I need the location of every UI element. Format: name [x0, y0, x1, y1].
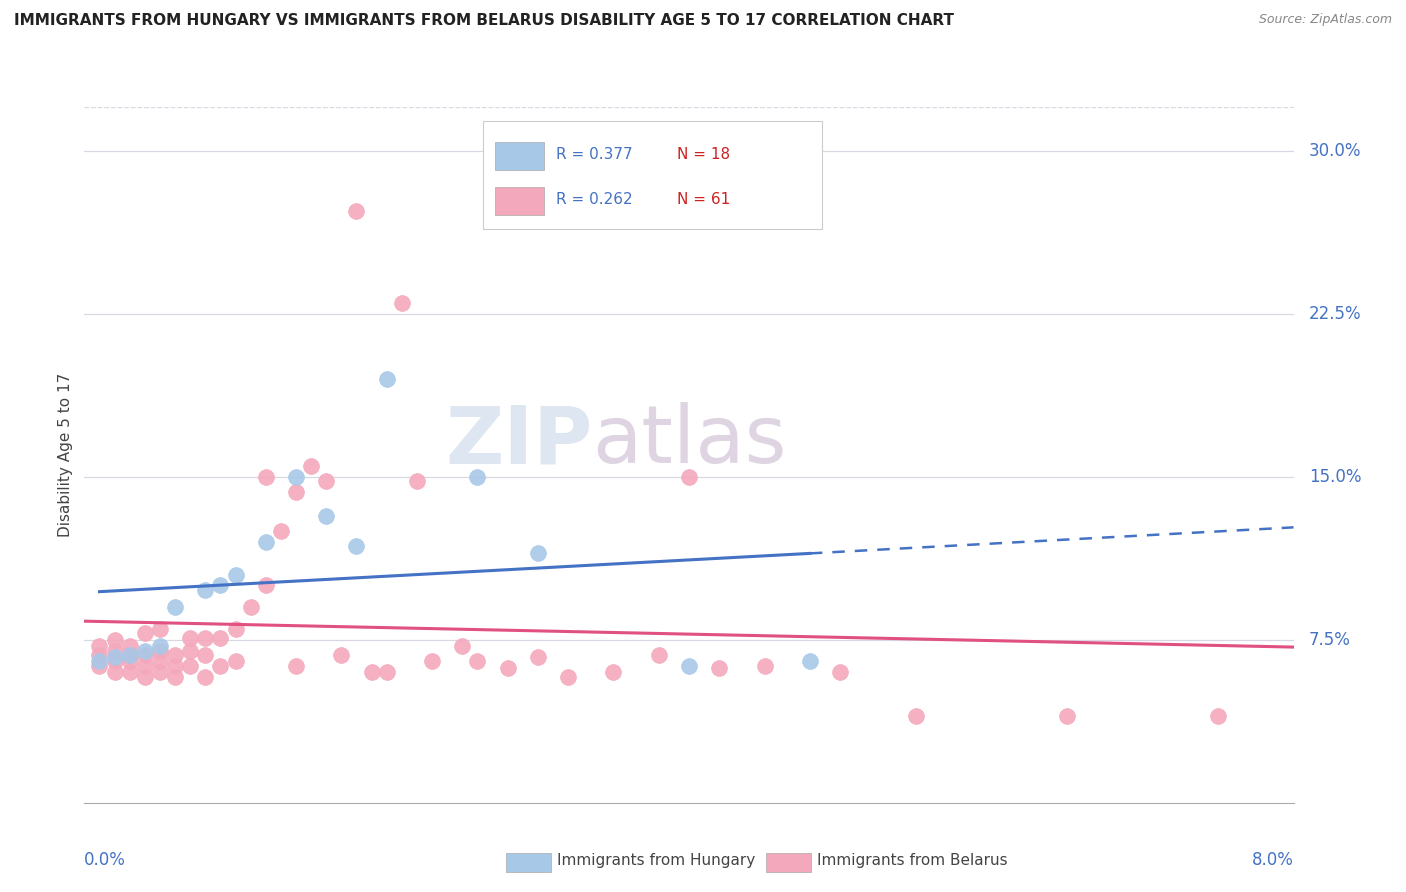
Point	[134, 658, 156, 673]
Point	[225, 622, 247, 636]
Point	[391, 295, 413, 310]
Point	[330, 648, 353, 662]
Point	[799, 655, 821, 669]
Point	[165, 658, 187, 673]
Point	[299, 458, 322, 473]
Point	[678, 658, 700, 673]
Point	[375, 372, 398, 386]
Text: R = 0.377: R = 0.377	[555, 147, 633, 161]
Point	[527, 650, 550, 665]
Point	[284, 484, 308, 499]
Point	[209, 631, 232, 645]
Text: atlas: atlas	[592, 402, 786, 480]
Point	[194, 631, 217, 645]
Point	[360, 665, 382, 680]
Text: Immigrants from Hungary: Immigrants from Hungary	[557, 854, 755, 868]
Point	[225, 655, 247, 669]
Point	[149, 643, 172, 657]
Point	[89, 648, 111, 662]
Point	[647, 648, 671, 662]
Point	[406, 474, 429, 488]
Point	[134, 626, 156, 640]
Text: 7.5%: 7.5%	[1309, 631, 1351, 648]
Point	[194, 582, 217, 597]
Point	[375, 665, 398, 680]
Point	[104, 650, 127, 665]
Text: IMMIGRANTS FROM HUNGARY VS IMMIGRANTS FROM BELARUS DISABILITY AGE 5 TO 17 CORREL: IMMIGRANTS FROM HUNGARY VS IMMIGRANTS FR…	[14, 13, 955, 29]
Point	[179, 658, 201, 673]
Point	[284, 469, 308, 483]
Text: 8.0%: 8.0%	[1251, 851, 1294, 869]
Point	[602, 665, 624, 680]
Point	[165, 648, 187, 662]
Text: 0.0%: 0.0%	[84, 851, 127, 869]
Text: 15.0%: 15.0%	[1309, 467, 1361, 485]
Point	[254, 469, 277, 483]
Point	[149, 665, 172, 680]
Point	[104, 655, 127, 669]
Point	[904, 708, 927, 723]
Point	[496, 661, 519, 675]
Point	[420, 655, 443, 669]
Point	[104, 665, 127, 680]
Point	[254, 578, 277, 592]
Point	[830, 665, 852, 680]
Point	[315, 474, 337, 488]
Point	[165, 670, 187, 684]
Point	[89, 639, 111, 653]
Point	[165, 600, 187, 615]
Point	[134, 648, 156, 662]
Point	[467, 655, 489, 669]
Point	[557, 670, 579, 684]
Point	[270, 524, 292, 538]
Point	[118, 665, 141, 680]
Point	[149, 639, 172, 653]
Text: Immigrants from Belarus: Immigrants from Belarus	[817, 854, 1008, 868]
Point	[149, 622, 172, 636]
Point	[118, 648, 141, 662]
Point	[709, 661, 731, 675]
Point	[118, 639, 141, 653]
Point	[754, 658, 776, 673]
Point	[239, 600, 262, 615]
Text: 30.0%: 30.0%	[1309, 142, 1361, 160]
Text: N = 61: N = 61	[676, 192, 730, 207]
Point	[1206, 708, 1229, 723]
Point	[315, 508, 337, 523]
Point	[209, 578, 232, 592]
Point	[149, 655, 172, 669]
Point	[179, 643, 201, 657]
Point	[678, 469, 700, 483]
Point	[346, 539, 368, 553]
Point	[89, 655, 111, 669]
Point	[89, 658, 111, 673]
Text: Source: ZipAtlas.com: Source: ZipAtlas.com	[1258, 13, 1392, 27]
Point	[467, 469, 489, 483]
Point	[209, 658, 232, 673]
Point	[346, 204, 368, 219]
Point	[118, 648, 141, 662]
Point	[118, 655, 141, 669]
FancyBboxPatch shape	[495, 142, 544, 169]
Point	[134, 643, 156, 657]
Text: N = 18: N = 18	[676, 147, 730, 161]
Text: 22.5%: 22.5%	[1309, 304, 1361, 323]
Point	[104, 632, 127, 647]
Y-axis label: Disability Age 5 to 17: Disability Age 5 to 17	[58, 373, 73, 537]
Point	[1056, 708, 1078, 723]
Text: ZIP: ZIP	[444, 402, 592, 480]
Point	[284, 658, 308, 673]
Text: R = 0.262: R = 0.262	[555, 192, 633, 207]
Point	[179, 631, 201, 645]
Point	[451, 639, 474, 653]
Point	[194, 648, 217, 662]
FancyBboxPatch shape	[495, 187, 544, 215]
Point	[225, 567, 247, 582]
Point	[254, 535, 277, 549]
Point	[134, 670, 156, 684]
Point	[527, 546, 550, 560]
Point	[104, 643, 127, 657]
Point	[194, 670, 217, 684]
FancyBboxPatch shape	[484, 121, 823, 229]
